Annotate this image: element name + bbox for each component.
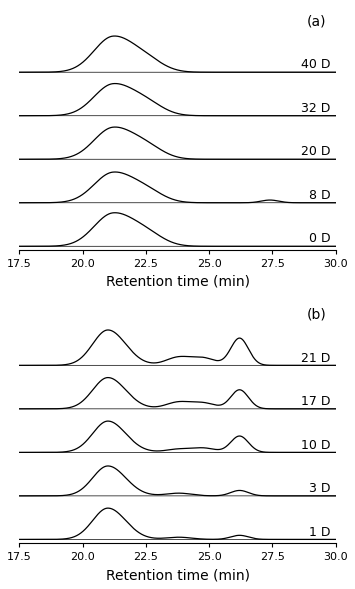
X-axis label: Retention time (min): Retention time (min) — [105, 568, 250, 582]
Text: 10 D: 10 D — [301, 439, 331, 452]
Text: (b): (b) — [306, 307, 326, 322]
Text: 32 D: 32 D — [301, 102, 331, 115]
Text: 8 D: 8 D — [309, 189, 331, 202]
Text: (a): (a) — [307, 14, 326, 28]
X-axis label: Retention time (min): Retention time (min) — [105, 275, 250, 289]
Text: 0 D: 0 D — [309, 233, 331, 246]
Text: 40 D: 40 D — [301, 58, 331, 71]
Text: 21 D: 21 D — [301, 352, 331, 365]
Text: 17 D: 17 D — [301, 395, 331, 408]
Text: 20 D: 20 D — [301, 145, 331, 158]
Text: 1 D: 1 D — [309, 525, 331, 538]
Text: 3 D: 3 D — [309, 482, 331, 495]
